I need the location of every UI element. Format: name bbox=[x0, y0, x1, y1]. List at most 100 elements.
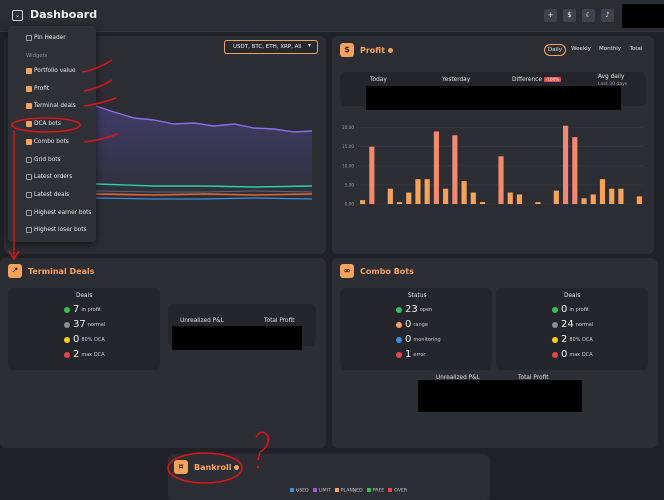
widget-checkbox[interactable] bbox=[26, 191, 32, 198]
legend-swatch bbox=[388, 488, 393, 492]
avg-daily-label: Avg daily bbox=[598, 74, 625, 80]
widget-label: Terminal deals bbox=[34, 103, 76, 110]
series-line-blue bbox=[95, 197, 313, 200]
legend-label: PLANNED bbox=[340, 488, 363, 494]
status-dot-icon bbox=[64, 336, 70, 343]
today-label: Today bbox=[370, 77, 387, 83]
dollar-icon: $ bbox=[340, 43, 354, 57]
stat-value: 1 bbox=[405, 349, 412, 360]
profit-bar bbox=[636, 196, 642, 204]
add-widget-icon[interactable]: + bbox=[544, 9, 557, 22]
widget-checkbox[interactable] bbox=[26, 156, 32, 163]
stat-value: 0 bbox=[405, 319, 412, 330]
chevron-down-icon[interactable]: ⌄ bbox=[12, 10, 23, 21]
combo-deals-title: Deals bbox=[564, 293, 581, 299]
stat-value: 0 bbox=[561, 349, 568, 360]
stat-label: in profit bbox=[569, 307, 589, 313]
stat-label: open bbox=[419, 307, 433, 313]
profit-bar bbox=[452, 135, 458, 204]
widget-checkbox[interactable] bbox=[26, 85, 32, 92]
chevron-down-icon[interactable]: ▾ bbox=[308, 42, 312, 49]
currency-select[interactable]: USDT, BTC, ETH, XRP, All bbox=[224, 40, 318, 54]
stat-label: max DCA bbox=[81, 352, 105, 358]
terminal-deals-box: Deals 7 in profit 37 normal 0 80% DCA 2 max DCA bbox=[8, 288, 160, 370]
moon-icon[interactable]: ☾ bbox=[582, 9, 595, 22]
info-dot-icon[interactable] bbox=[388, 48, 394, 53]
profit-bar bbox=[609, 188, 615, 204]
tab-daily[interactable]: Daily bbox=[544, 44, 566, 56]
terminal-deals-card: ↗ Terminal Deals Deals 7 in profit 37 norma… bbox=[0, 258, 326, 448]
legend-swatch bbox=[290, 488, 294, 492]
trend-icon: ↗ bbox=[8, 264, 22, 278]
widget-checkbox[interactable] bbox=[26, 103, 32, 110]
tab-total[interactable]: Total bbox=[629, 46, 643, 52]
stat-row: 1 error bbox=[396, 349, 425, 360]
pin-header-label: Pin Header bbox=[34, 35, 66, 41]
y-tick-label: 20.00 bbox=[342, 125, 354, 130]
stat-row: 0 range bbox=[396, 319, 428, 330]
legend-swatch bbox=[312, 488, 317, 492]
redacted-account bbox=[622, 4, 664, 28]
profit-bar bbox=[479, 202, 486, 204]
y-tick-label: 0.00 bbox=[345, 202, 355, 207]
profit-bar bbox=[507, 192, 513, 204]
tab-monthly[interactable]: Monthly bbox=[598, 46, 622, 52]
widget-checkbox[interactable] bbox=[26, 174, 32, 181]
legend-swatch bbox=[366, 488, 371, 492]
combo-deals-box: Deals 0 in profit 24 normal 2 80% DCA 0 max DCA bbox=[496, 288, 648, 370]
stat-label: 80% DCA bbox=[569, 337, 593, 343]
combo-bots-title: Combo Bots bbox=[360, 267, 414, 276]
widget-label: Highest loser bots bbox=[34, 227, 87, 234]
y-tick-label: 5.00 bbox=[345, 182, 355, 187]
widget-checkbox[interactable] bbox=[26, 138, 32, 145]
profit-bar bbox=[581, 198, 587, 204]
profit-bar bbox=[369, 146, 375, 204]
widget-checkbox[interactable] bbox=[26, 121, 32, 128]
redacted-profit-values bbox=[366, 86, 621, 110]
widget-label: Grid bots bbox=[34, 156, 61, 163]
bell-icon[interactable]: ♪ bbox=[601, 9, 614, 22]
widget-checkbox[interactable] bbox=[26, 209, 32, 216]
yesterday-label: Yesterday bbox=[442, 77, 471, 83]
widget-checkbox[interactable] bbox=[26, 227, 32, 234]
profit-bar bbox=[433, 131, 440, 204]
pin-header-checkbox[interactable] bbox=[26, 35, 32, 41]
piggy-bank-icon: ¤ bbox=[174, 460, 188, 474]
stat-value: 0 bbox=[405, 334, 412, 345]
stat-label: normal bbox=[575, 322, 594, 328]
infinity-icon: ∞ bbox=[340, 264, 354, 278]
profit-card: $ Profit Daily Weekly Monthly Total Toda… bbox=[332, 36, 654, 254]
stat-row: 2 80% DCA bbox=[552, 334, 593, 345]
dollar-icon[interactable]: $ bbox=[563, 9, 576, 22]
legend-label: LIMIT bbox=[318, 488, 331, 494]
info-dot-icon[interactable] bbox=[234, 465, 240, 470]
status-dot-icon bbox=[64, 306, 70, 313]
widget-checkbox[interactable] bbox=[26, 68, 32, 74]
profit-bar bbox=[516, 194, 523, 204]
stat-row: 37 normal bbox=[64, 319, 105, 330]
profit-bar bbox=[572, 137, 578, 204]
status-dot-icon bbox=[64, 351, 70, 358]
stat-row: 0 max DCA bbox=[552, 349, 593, 360]
tab-weekly[interactable]: Weekly bbox=[571, 46, 591, 52]
profit-bar bbox=[562, 125, 569, 204]
profit-bar bbox=[553, 190, 559, 204]
stat-value: 2 bbox=[73, 349, 80, 360]
stat-row: 0 monitoring bbox=[396, 334, 441, 345]
stat-row: 24 normal bbox=[552, 319, 593, 330]
profit-title: Profit bbox=[360, 46, 394, 55]
stat-value: 24 bbox=[561, 319, 574, 330]
status-dot-icon bbox=[396, 351, 402, 358]
stat-row: 7 in profit bbox=[64, 304, 101, 315]
profit-bar bbox=[387, 188, 393, 204]
profit-bar bbox=[498, 156, 504, 204]
page-title: Dashboard bbox=[30, 8, 98, 21]
stat-row: 0 in profit bbox=[552, 304, 589, 315]
difference-label: Difference -100% bbox=[512, 77, 562, 83]
widget-label: Highest earner bots bbox=[34, 209, 92, 216]
status-dot-icon bbox=[396, 321, 402, 328]
profit-bar bbox=[424, 179, 430, 204]
status-dot-icon bbox=[552, 351, 558, 358]
portfolio-chart bbox=[95, 105, 313, 200]
status-dot-icon bbox=[64, 321, 70, 328]
